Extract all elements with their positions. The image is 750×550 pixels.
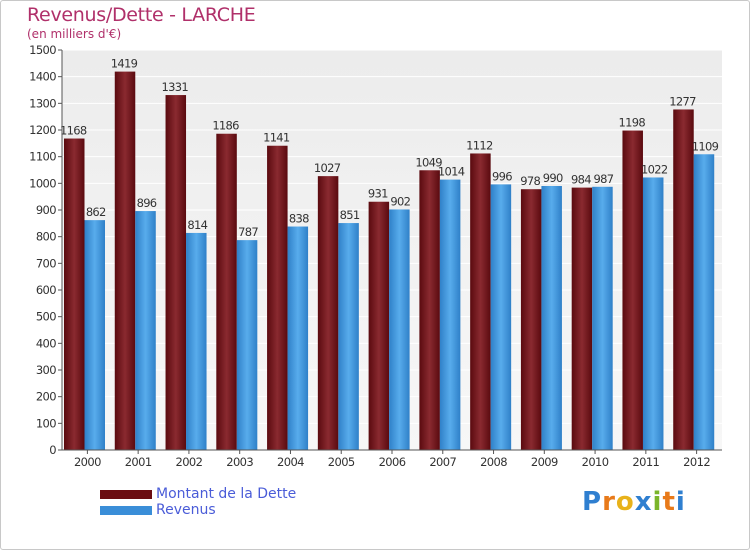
logo-letter: r — [602, 487, 616, 517]
y-tick-label: 800 — [36, 230, 56, 244]
data-label: 814 — [187, 218, 207, 232]
logo-letter: i — [652, 487, 663, 517]
y-tick-label: 700 — [36, 256, 56, 270]
chart-title: Revenus/Dette - LARCHE — [27, 4, 256, 26]
logo-letter: i — [675, 487, 686, 517]
y-tick-label: 100 — [36, 416, 56, 430]
y-tick-label: 500 — [36, 310, 56, 324]
data-label: 1331 — [162, 80, 189, 94]
bar-revenus — [693, 154, 715, 450]
data-label: 931 — [368, 187, 388, 201]
x-tick-label: 2009 — [531, 455, 558, 469]
data-label: 1109 — [692, 139, 719, 153]
data-label: 1186 — [212, 119, 239, 133]
x-tick-label: 2012 — [683, 455, 710, 469]
logo-letter: x — [634, 487, 653, 517]
data-label: 1419 — [111, 57, 138, 71]
bar-dette — [419, 170, 440, 450]
y-tick-label: 200 — [36, 390, 56, 404]
legend-swatch-revenus — [100, 505, 152, 515]
x-tick-label: 2001 — [125, 455, 152, 469]
bar-revenus — [135, 211, 156, 450]
data-label: 838 — [289, 212, 309, 226]
y-tick-label: 1200 — [29, 123, 56, 137]
x-tick-label: 2011 — [632, 455, 659, 469]
x-tick-label: 2002 — [175, 455, 202, 469]
y-tick-label: 1400 — [29, 70, 56, 84]
y-tick-label: 1300 — [29, 96, 56, 110]
bar-revenus — [84, 220, 105, 450]
y-tick-label: 400 — [36, 336, 56, 350]
data-label: 1198 — [618, 116, 645, 130]
bar-dette — [216, 133, 237, 450]
chart-subtitle: (en milliers d'€) — [27, 27, 122, 41]
logo-letter: o — [615, 487, 635, 517]
chart-legend: Montant de la Dette Revenus — [100, 486, 296, 518]
proxiti-logo: Proxiti — [582, 487, 686, 517]
x-tick-label: 2006 — [379, 455, 406, 469]
logo-letter: t — [662, 487, 676, 517]
bar-dette — [114, 71, 136, 450]
legend-swatch-debt — [100, 489, 152, 499]
data-label: 987 — [594, 172, 614, 186]
data-label: 1014 — [438, 165, 465, 179]
data-label: 902 — [390, 194, 410, 208]
bar-dette — [520, 189, 542, 450]
x-tick-label: 2003 — [226, 455, 253, 469]
data-label: 978 — [520, 174, 540, 188]
bar-revenus — [389, 209, 410, 450]
bar-revenus — [541, 186, 562, 450]
y-tick-label: 1000 — [29, 176, 56, 190]
bar-revenus — [490, 184, 512, 450]
data-label: 862 — [86, 205, 106, 219]
legend-item-debt: Montant de la Dette — [100, 486, 296, 502]
bar-revenus — [287, 226, 309, 450]
data-label: 1022 — [641, 162, 668, 176]
bar-revenus — [439, 179, 461, 450]
y-tick-label: 1500 — [29, 43, 56, 57]
legend-item-revenus: Revenus — [100, 502, 296, 518]
x-tick-label: 2005 — [328, 455, 355, 469]
data-label: 1112 — [466, 138, 493, 152]
data-label: 1027 — [314, 161, 341, 175]
logo-letter: P — [582, 487, 603, 517]
bar-revenus — [642, 177, 664, 450]
y-tick-label: 300 — [36, 363, 56, 377]
y-tick-label: 600 — [36, 283, 56, 297]
y-tick-label: 900 — [36, 203, 56, 217]
bar-dette — [571, 187, 593, 450]
data-label: 984 — [571, 173, 591, 187]
x-tick-label: 2004 — [277, 455, 304, 469]
bar-revenus — [338, 223, 359, 450]
bar-dette — [165, 95, 187, 451]
bar-revenus — [592, 186, 613, 451]
data-label: 1277 — [669, 94, 696, 108]
data-label: 996 — [492, 169, 512, 183]
bar-dette — [317, 176, 339, 450]
data-label: 1168 — [60, 124, 87, 138]
data-label: 896 — [137, 196, 157, 210]
data-label: 1049 — [415, 155, 442, 169]
x-tick-label: 2007 — [429, 455, 456, 469]
bar-revenus — [236, 240, 258, 450]
legend-label-revenus: Revenus — [156, 502, 216, 518]
data-label: 851 — [340, 208, 360, 222]
bar-dette — [622, 130, 643, 451]
x-tick-label: 2010 — [582, 455, 609, 469]
data-label: 1141 — [263, 131, 290, 145]
y-tick-label: 1100 — [29, 150, 56, 164]
data-label: 990 — [543, 171, 563, 185]
bar-revenus — [186, 232, 207, 450]
bar-dette — [470, 153, 491, 450]
x-tick-label: 2000 — [74, 455, 101, 469]
bar-dette — [267, 145, 288, 450]
bar-dette — [368, 201, 390, 450]
legend-label-debt: Montant de la Dette — [156, 486, 297, 502]
bar-dette — [673, 109, 694, 450]
x-tick-label: 2008 — [480, 455, 507, 469]
bar-dette — [64, 138, 85, 451]
y-tick-label: 0 — [49, 443, 56, 457]
data-label: 787 — [238, 225, 258, 239]
